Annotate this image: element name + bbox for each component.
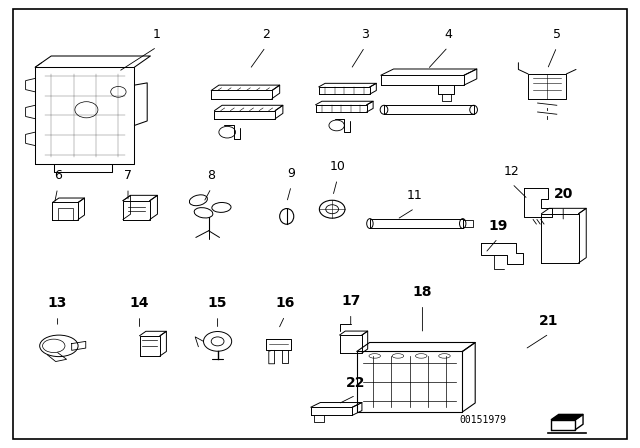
Text: 14: 14 <box>130 296 149 310</box>
Text: 19: 19 <box>488 219 508 233</box>
Text: 10: 10 <box>330 160 345 173</box>
Text: 13: 13 <box>48 296 67 310</box>
Text: 5: 5 <box>553 28 561 41</box>
Text: 18: 18 <box>413 285 432 299</box>
Text: 2: 2 <box>262 28 269 41</box>
Text: 7: 7 <box>124 169 132 182</box>
Text: 16: 16 <box>275 296 294 310</box>
Text: 15: 15 <box>208 296 227 310</box>
Text: 4: 4 <box>444 28 452 41</box>
Text: 12: 12 <box>504 164 520 178</box>
Text: 9: 9 <box>287 167 295 180</box>
Text: 6: 6 <box>54 169 61 182</box>
Text: 3: 3 <box>361 28 369 41</box>
Text: 8: 8 <box>207 169 215 182</box>
Text: 11: 11 <box>407 189 422 202</box>
Text: 00151979: 00151979 <box>460 415 507 425</box>
Text: 20: 20 <box>554 186 573 201</box>
Text: 22: 22 <box>346 375 365 390</box>
Text: 21: 21 <box>540 314 559 328</box>
Polygon shape <box>551 414 583 420</box>
Text: 17: 17 <box>341 294 360 308</box>
Text: 1: 1 <box>153 28 161 41</box>
